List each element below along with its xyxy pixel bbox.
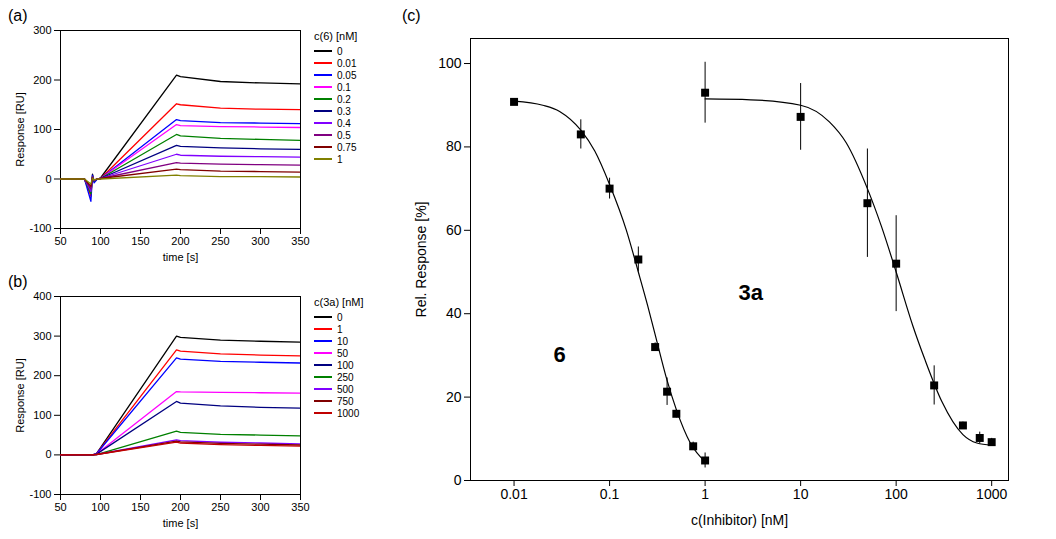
html-text:0.5: 0.5 [337, 129, 351, 141]
svg-text:300: 300 [251, 501, 269, 513]
svg-text:300: 300 [33, 24, 51, 36]
html-text:(b): (b) [8, 273, 28, 290]
html-text:0.3: 0.3 [337, 105, 351, 117]
html-text:0: 0 [337, 45, 343, 57]
svg-text:-100: -100 [29, 222, 51, 234]
svg-text:6: 6 [554, 342, 566, 367]
svg-text:250: 250 [211, 501, 229, 513]
html-text:0.05: 0.05 [337, 69, 357, 81]
svg-text:100: 100 [33, 123, 51, 135]
svg-text:0: 0 [454, 472, 462, 488]
html-text:(a): (a) [8, 7, 28, 24]
svg-text:150: 150 [131, 501, 149, 513]
html-text:0.01: 0.01 [337, 57, 357, 69]
html-text:10: 10 [337, 335, 349, 347]
svg-text:c(Inhibitor) [nM]: c(Inhibitor) [nM] [691, 512, 788, 528]
svg-text:Response [RU]: Response [RU] [14, 92, 26, 167]
svg-text:50: 50 [54, 501, 66, 513]
html-text:100: 100 [337, 359, 354, 371]
svg-text:200: 200 [33, 74, 51, 86]
svg-text:250: 250 [211, 235, 229, 247]
svg-text:-100: -100 [29, 488, 51, 500]
html-text:0.75: 0.75 [337, 141, 357, 153]
svg-text:0: 0 [45, 173, 51, 185]
svg-text:100: 100 [91, 501, 109, 513]
html-text:(c): (c) [402, 7, 421, 24]
html-text:1: 1 [337, 153, 343, 165]
html-text:500: 500 [337, 383, 354, 395]
html-text:0.1: 0.1 [337, 81, 351, 93]
svg-text:3a: 3a [738, 280, 763, 305]
svg-text:60: 60 [446, 222, 462, 238]
svg-text:Response [RU]: Response [RU] [14, 358, 26, 433]
svg-text:1: 1 [701, 486, 709, 502]
svg-text:Rel. Response [%]: Rel. Response [%] [413, 202, 429, 318]
svg-text:80: 80 [446, 138, 462, 154]
svg-text:100: 100 [91, 235, 109, 247]
svg-text:10: 10 [793, 486, 809, 502]
html-text:250: 250 [337, 371, 354, 383]
svg-text:100: 100 [438, 55, 462, 71]
svg-text:350: 350 [291, 501, 309, 513]
svg-text:40: 40 [446, 305, 462, 321]
svg-text:20: 20 [446, 389, 462, 405]
svg-text:0.1: 0.1 [600, 486, 620, 502]
html-text:1000: 1000 [337, 407, 360, 419]
html-text:c(6) [nM]: c(6) [nM] [314, 30, 358, 42]
svg-text:50: 50 [54, 235, 66, 247]
html-text:c(3a) [nM]: c(3a) [nM] [314, 296, 364, 308]
html-text:750: 750 [337, 395, 354, 407]
html-text:0: 0 [337, 311, 343, 323]
html-text:0.4: 0.4 [337, 117, 351, 129]
svg-text:1000: 1000 [976, 486, 1007, 502]
html-text:0.2: 0.2 [337, 93, 351, 105]
svg-text:100: 100 [884, 486, 908, 502]
html-text:50: 50 [337, 347, 349, 359]
svg-text:200: 200 [33, 369, 51, 381]
svg-text:0: 0 [45, 448, 51, 460]
svg-text:150: 150 [131, 235, 149, 247]
svg-text:300: 300 [33, 330, 51, 342]
svg-text:400: 400 [33, 290, 51, 302]
html-text:1: 1 [337, 323, 343, 335]
svg-text:time [s]: time [s] [163, 251, 198, 263]
svg-text:time [s]: time [s] [163, 517, 198, 529]
svg-text:200: 200 [171, 235, 189, 247]
svg-text:350: 350 [291, 235, 309, 247]
svg-text:0.01: 0.01 [500, 486, 527, 502]
svg-text:300: 300 [251, 235, 269, 247]
svg-text:100: 100 [33, 409, 51, 421]
svg-text:200: 200 [171, 501, 189, 513]
